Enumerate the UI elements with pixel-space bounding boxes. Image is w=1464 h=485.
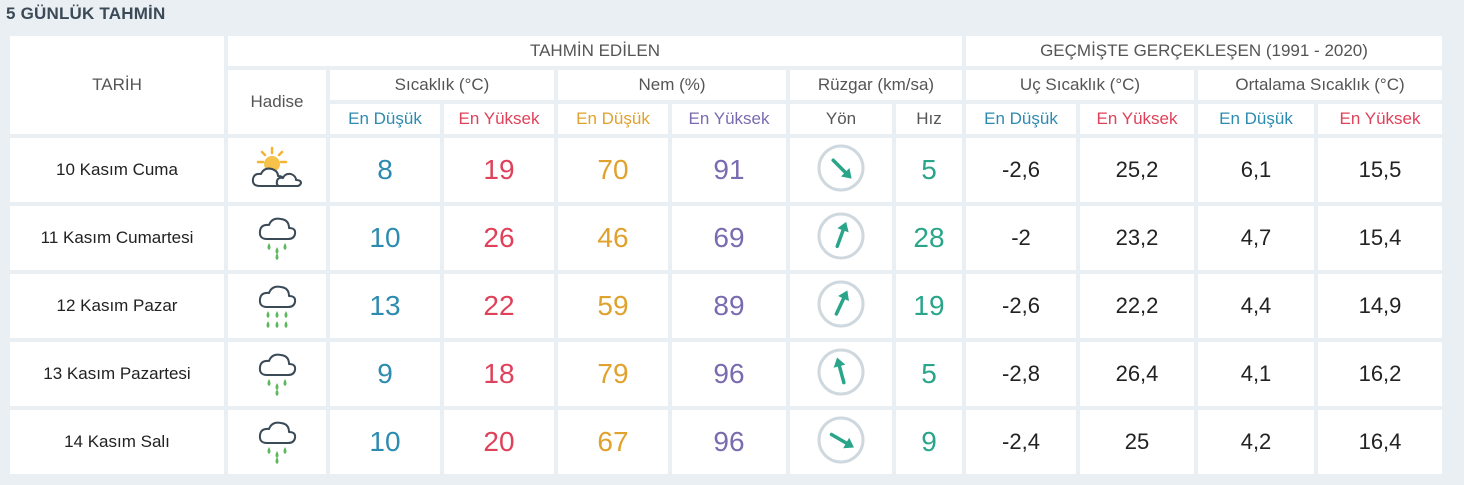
humidity-max-value: 69 [672,206,786,270]
heavy-rain-cloud-icon [255,277,299,336]
rain-cloud-icon [255,345,299,404]
extreme-min-header: En Düşük [966,104,1076,134]
humidity-max-header: En Yüksek [672,104,786,134]
wind-speed-value: 9 [896,410,962,474]
humidity-min-value: 70 [558,138,668,202]
temp-min-value: 10 [330,206,440,270]
average-max-value: 15,5 [1318,138,1442,202]
wind-direction-cell [790,138,892,202]
page-title: 5 GÜNLÜK TAHMİN [6,4,166,23]
temp-min-value: 9 [330,342,440,406]
forecast-row: 14 Kasım Salı 10 20 67 96 9 -2,4 25 4,2 16,4 [10,410,1442,474]
temp-min-header: En Düşük [330,104,440,134]
weather-icon-cell [228,206,326,270]
average-max-value: 14,9 [1318,274,1442,338]
wind-direction-cell [790,274,892,338]
history-group-header: GEÇMİŞTE GERÇEKLEŞEN (1991 - 2020) [966,36,1442,66]
temp-max-value: 19 [444,138,554,202]
date-cell: 10 Kasım Cuma [10,138,224,202]
rain-cloud-icon [255,209,299,268]
humidity-min-value: 59 [558,274,668,338]
wind-speed-value: 5 [896,138,962,202]
weather-icon-cell [228,342,326,406]
weather-icon-cell [228,410,326,474]
temperature-header: Sıcaklık (°C) [330,70,554,100]
extreme-min-value: -2,8 [966,342,1076,406]
extreme-min-value: -2 [966,206,1076,270]
extreme-min-value: -2,6 [966,138,1076,202]
humidity-min-value: 67 [558,410,668,474]
extreme-temperature-header: Uç Sıcaklık (°C) [966,70,1194,100]
rain-cloud-icon [255,413,299,472]
humidity-min-header: En Düşük [558,104,668,134]
wind-direction-arrow-icon [816,279,866,334]
average-min-value: 4,4 [1198,274,1314,338]
date-cell: 13 Kasım Pazartesi [10,342,224,406]
extreme-max-value: 25 [1080,410,1194,474]
humidity-max-value: 96 [672,410,786,474]
temp-max-value: 22 [444,274,554,338]
average-max-value: 16,2 [1318,342,1442,406]
temp-min-value: 13 [330,274,440,338]
extreme-min-value: -2,6 [966,274,1076,338]
average-min-value: 4,1 [1198,342,1314,406]
forecast-row: 11 Kasım Cumartesi 10 26 46 69 28 -2 23,2 4,7 15,… [10,206,1442,270]
humidity-max-value: 89 [672,274,786,338]
wind-direction-arrow-icon [816,143,866,198]
event-column-header: Hadise [228,70,326,134]
date-cell: 12 Kasım Pazar [10,274,224,338]
average-max-header: En Yüksek [1318,104,1442,134]
average-max-value: 15,4 [1318,206,1442,270]
temp-max-header: En Yüksek [444,104,554,134]
wind-header: Rüzgar (km/sa) [790,70,962,100]
forecast-row: 10 Kasım Cuma 8 19 70 91 5 -2,6 25,2 6,1 15,5 [10,138,1442,202]
extreme-max-value: 26,4 [1080,342,1194,406]
wind-direction-header: Yön [790,104,892,134]
date-cell: 14 Kasım Salı [10,410,224,474]
forecast-group-header: TAHMİN EDİLEN [228,36,962,66]
wind-direction-cell [790,342,892,406]
wind-speed-value: 28 [896,206,962,270]
extreme-max-header: En Yüksek [1080,104,1194,134]
humidity-max-value: 91 [672,138,786,202]
extreme-max-value: 25,2 [1080,138,1194,202]
extreme-max-value: 23,2 [1080,206,1194,270]
humidity-max-value: 96 [672,342,786,406]
temp-max-value: 18 [444,342,554,406]
wind-speed-value: 19 [896,274,962,338]
temp-min-value: 10 [330,410,440,474]
wind-direction-arrow-icon [816,415,866,470]
extreme-max-value: 22,2 [1080,274,1194,338]
temp-max-value: 20 [444,410,554,474]
extreme-min-value: -2,4 [966,410,1076,474]
wind-speed-value: 5 [896,342,962,406]
humidity-min-value: 79 [558,342,668,406]
wind-direction-cell [790,410,892,474]
average-min-value: 4,2 [1198,410,1314,474]
humidity-min-value: 46 [558,206,668,270]
wind-direction-cell [790,206,892,270]
forecast-row: 13 Kasım Pazartesi 9 18 79 96 5 -2,8 26,4 4,1 16,… [10,342,1442,406]
average-min-value: 6,1 [1198,138,1314,202]
average-max-value: 16,4 [1318,410,1442,474]
date-cell: 11 Kasım Cumartesi [10,206,224,270]
weather-icon-cell [228,138,326,202]
date-column-header: TARİH [10,36,224,134]
wind-direction-arrow-icon [816,211,866,266]
wind-direction-arrow-icon [816,347,866,402]
average-min-value: 4,7 [1198,206,1314,270]
humidity-header: Nem (%) [558,70,786,100]
average-min-header: En Düşük [1198,104,1314,134]
average-temperature-header: Ortalama Sıcaklık (°C) [1198,70,1442,100]
partly-cloudy-sun-icon [250,146,304,195]
temp-min-value: 8 [330,138,440,202]
temp-max-value: 26 [444,206,554,270]
forecast-table: TARİH TAHMİN EDİLEN GEÇMİŞTE GERÇEKLEŞEN… [6,32,1446,478]
weather-icon-cell [228,274,326,338]
forecast-row: 12 Kasım Pazar 13 22 59 89 19 -2,6 22,2 4,4 14,9 [10,274,1442,338]
wind-speed-header: Hız [896,104,962,134]
